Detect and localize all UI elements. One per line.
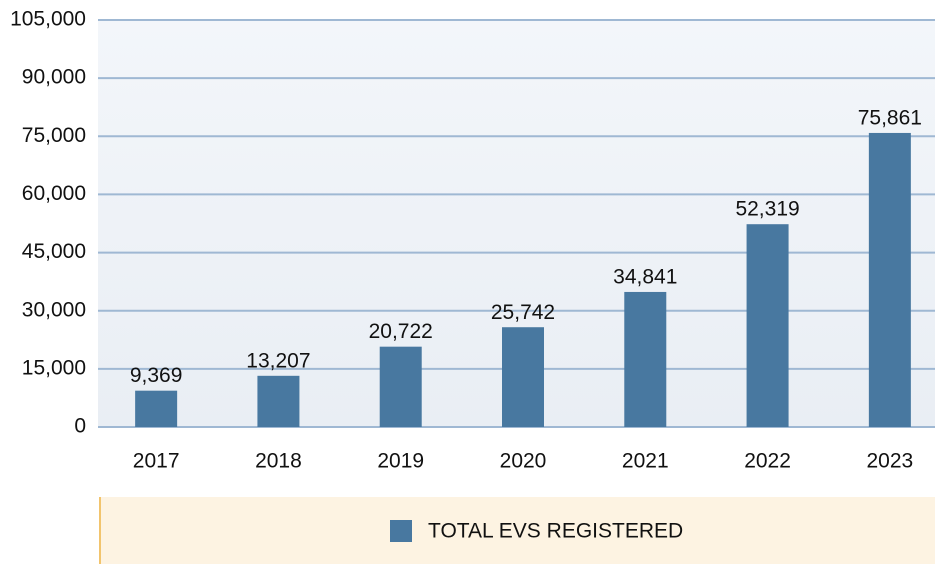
- bar: [135, 390, 178, 427]
- data-label: 20,722: [369, 320, 433, 343]
- y-tick-label: 45,000: [22, 240, 86, 263]
- bar: [746, 224, 789, 427]
- legend-box: [100, 497, 935, 564]
- x-tick-label: 2021: [622, 450, 669, 473]
- data-label: 13,207: [246, 349, 310, 372]
- y-tick-label: 0: [74, 415, 86, 438]
- y-tick-label: 105,000: [10, 8, 86, 31]
- bar: [502, 327, 544, 427]
- x-tick-label: 2018: [255, 450, 302, 473]
- y-tick-label: 90,000: [22, 66, 86, 89]
- data-label: 9,369: [130, 364, 183, 387]
- x-tick-label: 2017: [133, 450, 180, 473]
- legend-swatch: [390, 520, 412, 542]
- y-tick-label: 60,000: [22, 182, 86, 205]
- x-tick-label: 2020: [500, 450, 547, 473]
- y-tick-label: 15,000: [22, 356, 86, 379]
- y-tick-label: 75,000: [22, 124, 86, 147]
- bar: [379, 346, 422, 427]
- legend-label: TOTAL EVS REGISTERED: [428, 520, 683, 543]
- bar: [257, 375, 300, 427]
- bar: [868, 132, 911, 428]
- data-label: 52,319: [735, 198, 799, 221]
- x-tick-label: 2022: [744, 450, 791, 473]
- data-label: 34,841: [613, 265, 677, 288]
- data-label: 75,861: [858, 106, 922, 129]
- x-tick-label: 2023: [866, 450, 913, 473]
- bar: [624, 291, 667, 427]
- y-tick-label: 30,000: [22, 298, 86, 321]
- x-tick-label: 2019: [377, 450, 424, 473]
- data-label: 25,742: [491, 301, 555, 324]
